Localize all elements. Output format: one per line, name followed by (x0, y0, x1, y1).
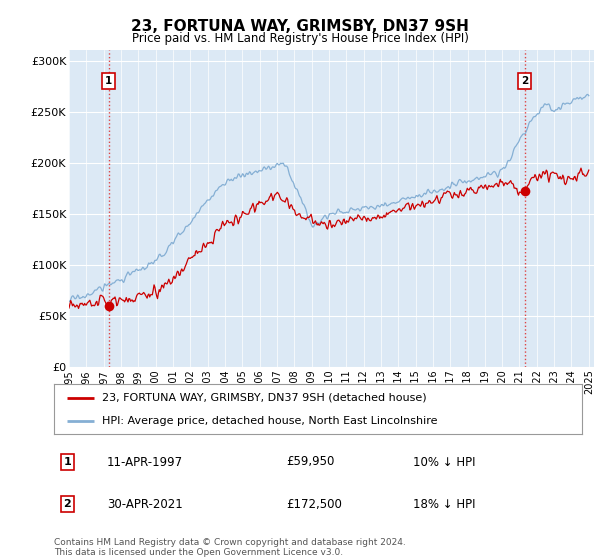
Text: 30-APR-2021: 30-APR-2021 (107, 498, 182, 511)
Text: HPI: Average price, detached house, North East Lincolnshire: HPI: Average price, detached house, Nort… (101, 417, 437, 426)
Text: Contains HM Land Registry data © Crown copyright and database right 2024.
This d: Contains HM Land Registry data © Crown c… (54, 538, 406, 557)
Text: Price paid vs. HM Land Registry's House Price Index (HPI): Price paid vs. HM Land Registry's House … (131, 31, 469, 45)
Text: 18% ↓ HPI: 18% ↓ HPI (413, 498, 476, 511)
Text: 23, FORTUNA WAY, GRIMSBY, DN37 9SH: 23, FORTUNA WAY, GRIMSBY, DN37 9SH (131, 20, 469, 34)
Text: 10% ↓ HPI: 10% ↓ HPI (413, 455, 476, 469)
Text: 1: 1 (105, 76, 112, 86)
Text: £59,950: £59,950 (286, 455, 335, 469)
Text: £172,500: £172,500 (286, 498, 342, 511)
Text: 2: 2 (521, 76, 529, 86)
Text: 23, FORTUNA WAY, GRIMSBY, DN37 9SH (detached house): 23, FORTUNA WAY, GRIMSBY, DN37 9SH (deta… (101, 393, 426, 403)
Text: 11-APR-1997: 11-APR-1997 (107, 455, 183, 469)
Text: 1: 1 (64, 457, 71, 467)
Text: 2: 2 (64, 499, 71, 509)
